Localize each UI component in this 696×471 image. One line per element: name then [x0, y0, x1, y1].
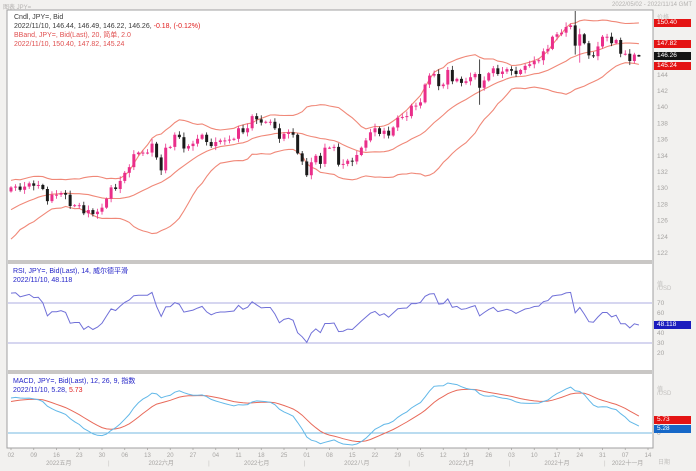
svg-text:12: 12	[440, 453, 447, 459]
macd-line-badge: 5.28	[654, 425, 691, 433]
svg-text:2022九月: 2022九月	[449, 459, 474, 467]
rsi-axis-unit: /USD	[657, 286, 672, 292]
svg-text:144: 144	[657, 72, 668, 79]
rsi-axis-title: 值	[657, 282, 664, 288]
svg-text:30: 30	[99, 453, 106, 459]
svg-text:122: 122	[657, 250, 668, 257]
svg-text:130: 130	[657, 185, 668, 192]
svg-text:134: 134	[657, 153, 668, 160]
window-title: 图表 JPY=	[3, 5, 32, 11]
svg-text:07: 07	[622, 453, 629, 459]
svg-text:|: |	[508, 461, 510, 467]
svg-text:2022十月: 2022十月	[544, 459, 569, 467]
svg-text:140: 140	[657, 104, 668, 111]
svg-text:26: 26	[485, 453, 492, 459]
svg-text:|: |	[108, 461, 110, 467]
svg-text:22: 22	[372, 453, 379, 459]
price-axis-title: 价格	[657, 15, 670, 21]
candle-series-label: Cndl, JPY=, Bid	[14, 14, 64, 21]
svg-text:02: 02	[8, 453, 15, 459]
rsi-series-label: RSI, JPY=, Bid(Last), 14, 威尔德平滑	[13, 268, 128, 275]
svg-text:25: 25	[281, 453, 288, 459]
candle-ohlc-readout: 2022/11/10, 146.44, 146.49, 146.22, 146.…	[14, 23, 201, 30]
svg-text:138: 138	[657, 120, 668, 127]
svg-text:70: 70	[657, 300, 665, 307]
svg-text:20: 20	[167, 453, 174, 459]
svg-text:16: 16	[53, 453, 60, 459]
svg-text:17: 17	[554, 453, 561, 459]
svg-text:|: |	[208, 461, 210, 467]
bband-middle-badge: 147.82	[654, 40, 691, 48]
svg-text:03: 03	[508, 453, 515, 459]
svg-text:60: 60	[657, 310, 665, 317]
svg-text:0: 0	[657, 430, 661, 437]
svg-text:11: 11	[235, 453, 242, 459]
svg-text:18: 18	[258, 453, 265, 459]
svg-text:142: 142	[657, 88, 668, 95]
bband-lower-badge: 145.24	[654, 62, 691, 70]
rsi-legend: RSI, JPY=, Bid(Last), 14, 威尔德平滑 2022/11/…	[13, 267, 128, 285]
svg-text:13: 13	[144, 453, 151, 459]
svg-text:01: 01	[303, 453, 310, 459]
date-range-label: 2022/05/02 - 2022/11/14 GMT	[612, 2, 692, 8]
svg-text:10: 10	[531, 453, 538, 459]
svg-text:132: 132	[657, 169, 668, 176]
last-price-badge: 146.26	[654, 52, 691, 60]
svg-text:30: 30	[657, 340, 665, 347]
macd-axis-title: 值	[657, 387, 664, 393]
svg-text:2022八月: 2022八月	[344, 460, 369, 467]
svg-text:128: 128	[657, 201, 668, 208]
svg-text:2022七月: 2022七月	[244, 459, 269, 467]
svg-text:|: |	[304, 461, 306, 467]
svg-text:2022十一月: 2022十一月	[612, 459, 643, 467]
time-axis-title: 日期	[658, 460, 671, 466]
svg-text:23: 23	[76, 453, 83, 459]
svg-text:|: |	[604, 461, 606, 467]
svg-text:04: 04	[212, 453, 219, 459]
svg-text:27: 27	[190, 453, 197, 459]
svg-text:2022五月: 2022五月	[46, 460, 71, 467]
bband-values-readout: 2022/11/10, 150.40, 147.82, 145.24	[14, 41, 125, 48]
rsi-value-badge: 48.118	[654, 321, 691, 329]
svg-text:136: 136	[657, 137, 668, 144]
bband-upper-badge: 150.40	[654, 19, 691, 27]
svg-text:19: 19	[463, 453, 470, 459]
svg-text:126: 126	[657, 218, 668, 225]
svg-text:29: 29	[394, 453, 401, 459]
svg-text:15: 15	[349, 453, 356, 459]
macd-legend: MACD, JPY=, Bid(Last), 12, 26, 9, 指数 202…	[13, 377, 135, 395]
svg-text:08: 08	[326, 453, 333, 459]
svg-text:31: 31	[599, 453, 606, 459]
bband-series-label: BBand, JPY=, Bid(Last), 20, 简单, 2.0	[14, 32, 131, 39]
svg-text:2022六月: 2022六月	[148, 459, 173, 467]
svg-text:24: 24	[576, 453, 583, 459]
svg-text:40: 40	[657, 330, 665, 337]
macd-axis-unit: /USD	[657, 391, 672, 397]
svg-text:|: |	[408, 461, 410, 467]
svg-text:09: 09	[30, 453, 37, 459]
svg-text:05: 05	[417, 453, 424, 459]
svg-text:06: 06	[121, 453, 128, 459]
rsi-value-readout: 2022/11/10, 48.118	[13, 277, 73, 284]
macd-series-label: MACD, JPY=, Bid(Last), 12, 26, 9, 指数	[13, 378, 136, 385]
macd-signal-badge: 5.73	[654, 416, 691, 424]
svg-text:124: 124	[657, 234, 668, 241]
macd-value-readout: 2022/11/10, 5.28, 5.73	[13, 387, 83, 394]
svg-text:14: 14	[645, 453, 652, 459]
main-legend: Cndl, JPY=, Bid 2022/11/10, 146.44, 146.…	[14, 13, 200, 49]
svg-text:20: 20	[657, 350, 665, 357]
